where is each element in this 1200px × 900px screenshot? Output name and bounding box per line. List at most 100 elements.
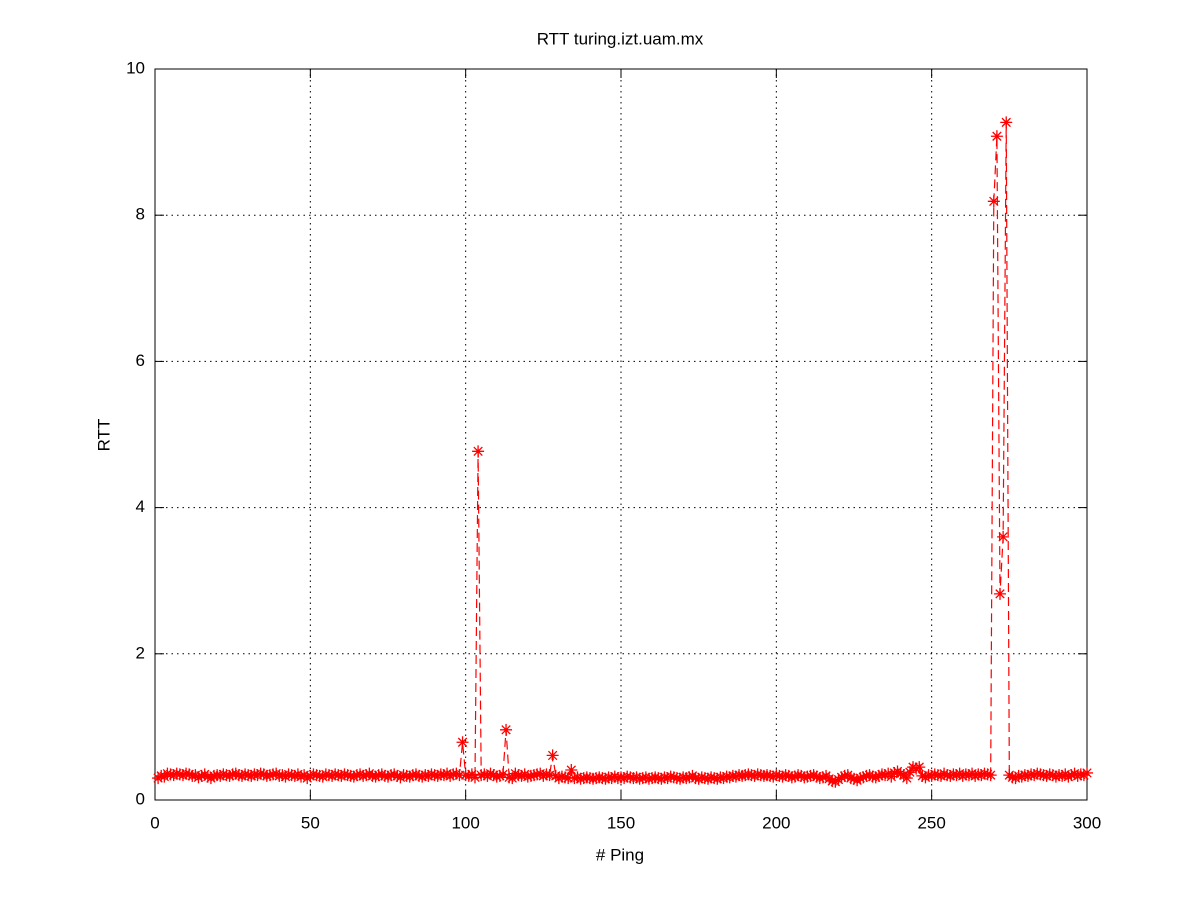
point-marker [1012, 769, 1025, 782]
point-marker [1071, 769, 1084, 782]
point-marker [350, 769, 363, 782]
point-marker [994, 587, 1007, 600]
point-marker [900, 772, 913, 785]
point-marker [568, 772, 581, 785]
point-marker [720, 770, 733, 783]
point-marker [922, 769, 935, 782]
point-marker [437, 769, 450, 782]
x-tick-label: 50 [301, 813, 320, 832]
point-marker [173, 768, 186, 781]
point-marker [195, 769, 208, 782]
point-marker [726, 769, 739, 782]
point-marker [583, 772, 596, 785]
point-marker [571, 771, 584, 784]
point-marker [528, 769, 541, 782]
point-marker [807, 769, 820, 782]
point-marker [602, 771, 615, 784]
point-marker [969, 769, 982, 782]
point-marker [304, 769, 317, 782]
point-marker [360, 769, 373, 782]
point-marker [754, 769, 767, 782]
point-marker [835, 771, 848, 784]
point-marker [413, 769, 426, 782]
point-marker [422, 769, 435, 782]
point-marker [577, 772, 590, 785]
point-marker [329, 768, 342, 781]
point-marker [745, 769, 758, 782]
point-marker [419, 769, 432, 782]
point-marker [587, 772, 600, 785]
point-marker [916, 769, 929, 782]
point-marker [559, 771, 572, 784]
point-marker [761, 769, 774, 782]
point-marker [444, 769, 457, 782]
point-marker [580, 771, 593, 784]
point-marker [872, 769, 885, 782]
point-marker [226, 768, 239, 781]
point-marker [254, 767, 267, 780]
point-marker [307, 768, 320, 781]
point-marker [944, 769, 957, 782]
point-marker [338, 768, 351, 781]
point-marker [931, 769, 944, 782]
point-marker [382, 770, 394, 783]
point-marker [164, 768, 177, 781]
point-marker [183, 768, 196, 781]
point-marker [649, 771, 662, 784]
point-marker [176, 769, 189, 782]
point-marker [369, 770, 382, 783]
x-tick-label: 250 [917, 813, 945, 832]
point-marker [214, 769, 227, 782]
point-marker [711, 772, 724, 785]
point-marker [450, 767, 463, 780]
point-marker [770, 769, 783, 782]
point-marker [201, 770, 214, 783]
point-marker [447, 768, 460, 781]
point-marker [322, 769, 335, 782]
point-marker [838, 769, 851, 782]
point-marker [512, 769, 525, 782]
point-marker [636, 772, 649, 785]
point-marker [428, 769, 441, 782]
y-tick-label: 4 [136, 497, 145, 516]
point-marker [689, 772, 702, 785]
point-marker [1053, 769, 1066, 782]
point-marker [810, 770, 823, 783]
point-marker [804, 769, 817, 782]
point-marker [1056, 769, 1069, 782]
point-marker [500, 723, 513, 736]
point-marker [357, 769, 370, 782]
point-marker [521, 770, 534, 783]
point-marker [779, 769, 792, 782]
point-marker [267, 768, 280, 781]
point-marker [282, 768, 295, 781]
point-marker [990, 130, 1003, 143]
point-marker [1034, 768, 1047, 781]
point-marker [170, 767, 183, 780]
point-marker [773, 769, 786, 782]
point-marker [409, 768, 422, 781]
point-marker [1037, 769, 1050, 782]
point-marker [372, 769, 385, 782]
point-marker [674, 772, 687, 785]
point-marker [509, 767, 522, 780]
point-marker [552, 772, 565, 785]
point-marker [698, 772, 711, 785]
point-marker [987, 195, 1000, 208]
point-marker [531, 768, 544, 781]
point-marker [540, 768, 553, 781]
point-marker [879, 769, 892, 782]
point-marker [742, 768, 755, 781]
point-marker [385, 769, 398, 782]
point-marker [229, 767, 242, 780]
point-marker [344, 769, 357, 782]
point-marker [593, 771, 606, 784]
point-marker [1043, 768, 1056, 781]
point-marker [478, 768, 491, 781]
point-marker [733, 769, 746, 782]
point-marker [273, 769, 286, 782]
point-marker [167, 769, 180, 782]
point-marker [453, 769, 466, 782]
